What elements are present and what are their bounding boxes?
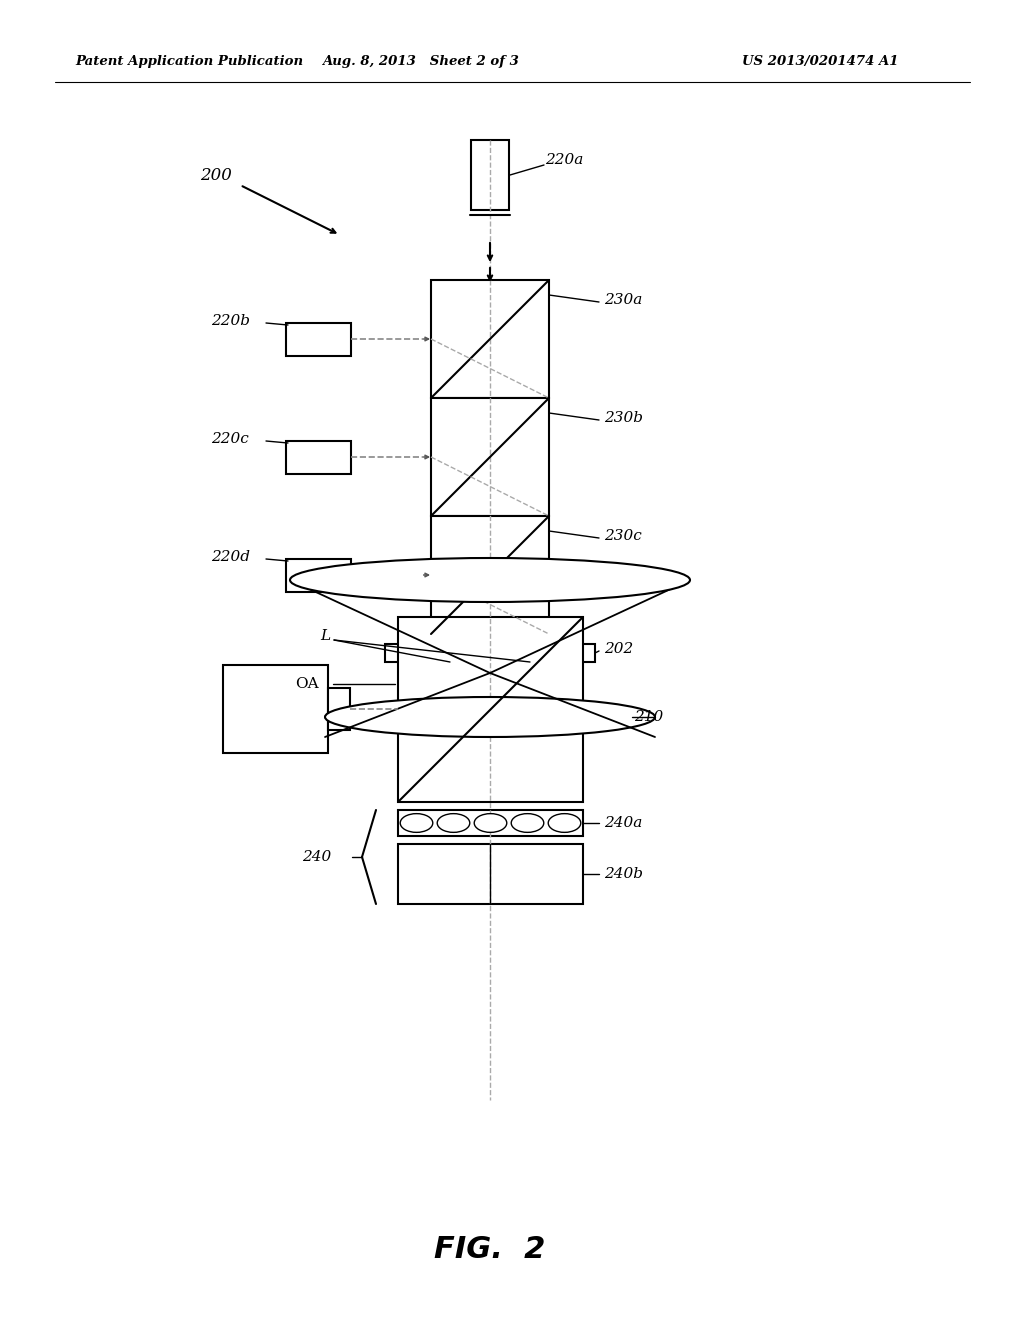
Text: 210: 210 — [634, 710, 664, 723]
Text: Patent Application Publication: Patent Application Publication — [75, 55, 303, 69]
Bar — [286, 323, 351, 356]
Text: 200: 200 — [200, 166, 231, 183]
Text: OA: OA — [295, 677, 318, 690]
Text: 220b: 220b — [211, 314, 250, 327]
Text: 202: 202 — [604, 642, 633, 656]
Ellipse shape — [548, 813, 581, 833]
Bar — [471, 140, 509, 210]
Bar — [431, 399, 549, 516]
Text: 220a: 220a — [545, 153, 584, 168]
Ellipse shape — [437, 813, 470, 833]
Ellipse shape — [400, 813, 433, 833]
Bar — [398, 843, 583, 904]
Ellipse shape — [470, 643, 510, 663]
Text: L: L — [319, 630, 330, 643]
Text: Aug. 8, 2013   Sheet 2 of 3: Aug. 8, 2013 Sheet 2 of 3 — [322, 55, 518, 69]
Text: US 2013/0201474 A1: US 2013/0201474 A1 — [741, 55, 898, 69]
Bar — [431, 280, 549, 399]
Ellipse shape — [474, 813, 507, 833]
Bar — [398, 616, 583, 803]
Bar — [328, 688, 350, 730]
Text: FIG.  2: FIG. 2 — [434, 1236, 546, 1265]
Text: 230b: 230b — [604, 411, 643, 425]
Bar — [223, 665, 328, 752]
Text: 230a: 230a — [604, 293, 642, 308]
Bar — [286, 441, 351, 474]
Bar — [398, 810, 583, 836]
Text: 220d: 220d — [211, 550, 250, 564]
Bar — [431, 516, 549, 634]
Text: 230c: 230c — [604, 529, 642, 543]
Ellipse shape — [290, 558, 690, 602]
Ellipse shape — [325, 697, 655, 737]
Bar — [286, 558, 351, 591]
Text: 240: 240 — [302, 850, 331, 865]
Bar — [385, 644, 595, 663]
Ellipse shape — [511, 813, 544, 833]
Text: 220c: 220c — [211, 432, 249, 446]
Text: 240b: 240b — [604, 867, 643, 880]
Text: 240a: 240a — [604, 816, 642, 830]
